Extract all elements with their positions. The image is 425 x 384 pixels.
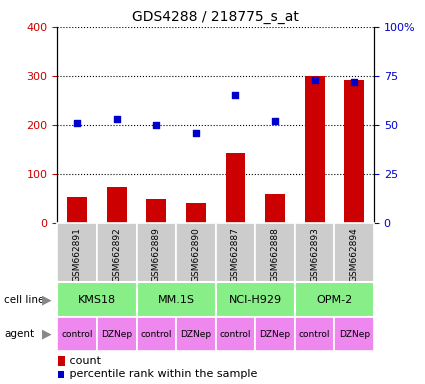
Point	[351, 79, 357, 85]
Bar	[176, 317, 215, 351]
Bar	[265, 194, 285, 223]
Text: DZNep: DZNep	[101, 329, 132, 339]
Text: DZNep: DZNep	[180, 329, 212, 339]
Text: count: count	[66, 356, 101, 366]
Text: agent: agent	[4, 329, 34, 339]
Text: GSM662890: GSM662890	[191, 227, 201, 282]
Text: ▶: ▶	[42, 293, 51, 306]
Bar	[334, 223, 374, 282]
Bar	[57, 317, 97, 351]
Bar	[97, 317, 136, 351]
Bar	[305, 76, 325, 223]
Bar	[295, 282, 374, 317]
Bar	[334, 317, 374, 351]
Bar	[295, 317, 334, 351]
Text: GSM662891: GSM662891	[73, 227, 82, 282]
Bar	[295, 223, 334, 282]
Point	[232, 92, 239, 98]
Bar	[186, 203, 206, 223]
Title: GDS4288 / 218775_s_at: GDS4288 / 218775_s_at	[132, 10, 299, 25]
Text: GSM662892: GSM662892	[112, 227, 121, 282]
Text: GSM662889: GSM662889	[152, 227, 161, 282]
Point	[113, 116, 120, 122]
Bar	[147, 199, 166, 223]
Point	[272, 118, 278, 124]
Point	[153, 122, 160, 128]
Text: GSM662887: GSM662887	[231, 227, 240, 282]
Bar	[215, 282, 295, 317]
Point	[193, 129, 199, 136]
Point	[311, 77, 318, 83]
Text: control: control	[141, 329, 172, 339]
Text: GSM662894: GSM662894	[350, 227, 359, 282]
Text: control: control	[62, 329, 93, 339]
Text: NCI-H929: NCI-H929	[229, 295, 282, 305]
Text: control: control	[299, 329, 330, 339]
Text: DZNep: DZNep	[339, 329, 370, 339]
Bar	[344, 80, 364, 223]
Bar	[215, 317, 255, 351]
Bar	[226, 153, 245, 223]
Text: cell line: cell line	[4, 295, 45, 305]
Text: ▶: ▶	[42, 328, 51, 341]
Text: MM.1S: MM.1S	[158, 295, 195, 305]
Bar	[136, 317, 176, 351]
Text: KMS18: KMS18	[78, 295, 116, 305]
Bar	[57, 223, 97, 282]
Bar	[136, 282, 215, 317]
Bar	[136, 223, 176, 282]
Text: DZNep: DZNep	[260, 329, 291, 339]
Bar	[255, 317, 295, 351]
Text: percentile rank within the sample: percentile rank within the sample	[66, 369, 257, 379]
Point	[74, 120, 81, 126]
Bar	[255, 223, 295, 282]
Text: GSM662893: GSM662893	[310, 227, 319, 282]
Bar	[97, 223, 136, 282]
Bar	[57, 282, 136, 317]
Text: control: control	[220, 329, 251, 339]
Text: OPM-2: OPM-2	[316, 295, 353, 305]
Bar	[176, 223, 215, 282]
Bar	[215, 223, 255, 282]
Bar	[67, 197, 87, 223]
Text: GSM662888: GSM662888	[271, 227, 280, 282]
Bar	[107, 187, 127, 223]
